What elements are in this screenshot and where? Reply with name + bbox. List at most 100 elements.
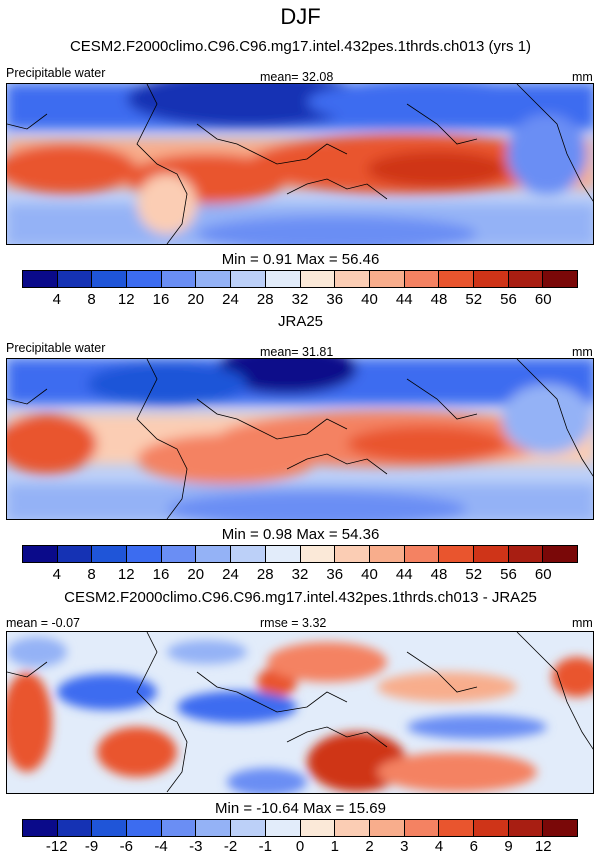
colorbar-swatch <box>92 546 128 562</box>
colorbar-tick-label: 36 <box>326 566 344 583</box>
colorbar-swatch <box>439 820 474 836</box>
panel-3-mean-label: mean = -0.07 <box>6 616 81 630</box>
colorbar-tick-label: -1 <box>258 838 272 855</box>
colorbar-swatch <box>369 820 405 836</box>
colorbar-swatch <box>57 271 93 287</box>
colorbar-swatch <box>196 271 232 287</box>
colorbar-tick-label: 40 <box>361 291 378 308</box>
colorbar-tick-label: 8 <box>87 566 96 583</box>
colorbar-tick-label: -2 <box>223 838 238 855</box>
colorbar-swatch <box>369 271 405 287</box>
colorbar-swatch <box>369 546 405 562</box>
colorbar-swatch <box>57 820 93 836</box>
colorbar-tick-label: 16 <box>152 291 170 308</box>
colorbar-tick-label: 60 <box>534 291 552 308</box>
colorbar-swatch <box>265 546 301 562</box>
colorbar-tick-label: 24 <box>222 291 239 308</box>
colorbar-swatch <box>439 271 474 287</box>
colorbar-swatch <box>508 820 544 836</box>
colorbar-swatch <box>300 271 336 287</box>
colorbar-tick-label: -4 <box>154 838 168 855</box>
panel-3-minmax: Min = -10.64 Max = 15.69 <box>215 800 386 817</box>
panel-1-mean-label: mean= 32.08 <box>260 70 334 84</box>
season-title: DJF <box>280 4 321 29</box>
panel-3-title: CESM2.F2000climo.C96.C96.mg17.intel.432p… <box>64 589 537 606</box>
colorbar-swatch <box>473 271 509 287</box>
panel-2-mean-label: mean= 31.81 <box>260 345 334 359</box>
colorbar-tick-label: -12 <box>45 838 68 855</box>
colorbar-tick-label: 20 <box>187 291 205 308</box>
colorbar-swatch <box>161 546 197 562</box>
panel-2-variable-label: Precipitable water <box>6 341 106 355</box>
colorbar-swatch <box>127 546 162 562</box>
colorbar-swatch <box>196 820 232 836</box>
colorbar-swatch <box>92 271 128 287</box>
panel-3-map <box>6 631 594 794</box>
colorbar-swatch <box>473 546 509 562</box>
colorbar-swatch <box>127 820 162 836</box>
colorbar-swatch <box>23 820 58 836</box>
colorbar-tick-label: 2 <box>365 838 374 855</box>
panel-3-colorbar <box>22 819 578 837</box>
colorbar-tick-label: 6 <box>469 838 478 855</box>
colorbar-tick-label: 24 <box>222 566 239 583</box>
panel-1-colorbar-ticks: 4 8 12 16 20 24 28 32 36 40 44 48 52 56 60 <box>22 291 578 309</box>
colorbar-swatch <box>92 820 128 836</box>
colorbar-tick-label: 56 <box>500 566 517 583</box>
colorbar-tick-label: 48 <box>430 291 448 308</box>
colorbar-swatch <box>404 271 440 287</box>
colorbar-swatch <box>265 820 301 836</box>
panel-2-units: mm <box>572 345 593 359</box>
colorbar-tick-label: 52 <box>465 291 483 308</box>
colorbar-swatch <box>300 546 336 562</box>
colorbar-swatch <box>23 271 58 287</box>
colorbar-tick-label: 48 <box>430 566 448 583</box>
colorbar-swatch <box>473 820 509 836</box>
colorbar-tick-label: 36 <box>326 291 344 308</box>
colorbar-swatch <box>335 271 370 287</box>
colorbar-swatch <box>508 271 544 287</box>
panel-2-map <box>6 358 594 520</box>
colorbar-tick-label: 20 <box>187 566 205 583</box>
colorbar-swatch <box>161 271 197 287</box>
colorbar-tick-label: -6 <box>119 838 133 855</box>
colorbar-swatch <box>161 820 197 836</box>
colorbar-tick-label: 4 <box>52 566 61 583</box>
colorbar-tick-label: 16 <box>152 566 170 583</box>
colorbar-tick-label: 56 <box>500 291 517 308</box>
colorbar-tick-label: 4 <box>52 291 61 308</box>
colorbar-tick-label: 8 <box>87 291 96 308</box>
colorbar-swatch <box>404 820 440 836</box>
panel-3-units: mm <box>572 616 593 630</box>
colorbar-tick-label: 9 <box>504 838 513 855</box>
colorbar-swatch <box>23 546 58 562</box>
colorbar-tick-label: 40 <box>361 566 378 583</box>
colorbar-tick-label: 44 <box>395 566 413 583</box>
colorbar-swatch <box>231 546 266 562</box>
panel-1-colorbar <box>22 270 578 288</box>
panel-2-colorbar-ticks: 4 8 12 16 20 24 28 32 36 40 44 48 52 56 60 <box>22 566 578 584</box>
colorbar-swatch <box>265 271 301 287</box>
colorbar-tick-label: -9 <box>84 838 99 855</box>
colorbar-swatch <box>543 271 577 287</box>
colorbar-swatch <box>543 820 577 836</box>
colorbar-swatch <box>231 271 266 287</box>
panel-2-title: JRA25 <box>277 313 324 330</box>
colorbar-swatch <box>335 820 370 836</box>
panel-2-colorbar <box>22 545 578 563</box>
colorbar-swatch <box>300 820 336 836</box>
panel-3-rmse-label: rmse = 3.32 <box>260 616 327 630</box>
colorbar-tick-label: 44 <box>395 291 413 308</box>
colorbar-swatch <box>543 546 577 562</box>
colorbar-tick-label: 4 <box>434 838 444 855</box>
colorbar-tick-label: 32 <box>291 566 309 583</box>
panel-1-units: mm <box>572 70 593 84</box>
colorbar-tick-label: 3 <box>400 838 409 855</box>
colorbar-tick-label: 28 <box>256 291 274 308</box>
panel-2-minmax: Min = 0.98 Max = 54.36 <box>221 526 380 543</box>
colorbar-swatch <box>57 546 93 562</box>
colorbar-swatch <box>404 546 440 562</box>
colorbar-swatch <box>127 271 162 287</box>
colorbar-tick-label: 12 <box>117 291 135 308</box>
colorbar-tick-label: 52 <box>465 566 483 583</box>
